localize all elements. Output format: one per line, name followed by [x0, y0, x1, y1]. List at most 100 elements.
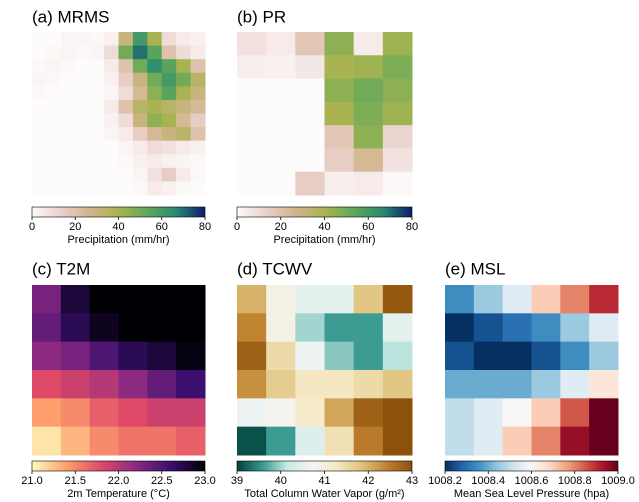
cell — [75, 100, 90, 114]
tick-label: 40 — [318, 221, 330, 233]
cell — [75, 181, 90, 195]
cell — [90, 73, 105, 87]
cell — [32, 398, 61, 427]
cell — [191, 114, 206, 128]
cell — [61, 370, 90, 399]
cell — [90, 313, 119, 342]
cell — [147, 100, 162, 114]
cell — [503, 285, 532, 314]
cell — [61, 114, 76, 128]
cell — [295, 55, 325, 79]
cell — [325, 342, 355, 371]
panel-title: (b) PR — [237, 7, 286, 26]
cell — [503, 398, 532, 427]
cell — [237, 172, 267, 196]
cell — [589, 342, 618, 371]
cell — [266, 370, 296, 399]
cell — [383, 172, 413, 196]
cell — [133, 154, 148, 168]
cell — [237, 125, 267, 149]
cell — [61, 181, 76, 195]
cell — [119, 370, 148, 399]
cell — [32, 181, 47, 195]
cell — [32, 427, 61, 456]
tick-label: 43 — [406, 475, 418, 487]
cell — [104, 73, 119, 87]
cell — [104, 100, 119, 114]
colorbar — [237, 207, 412, 217]
cell — [162, 168, 177, 182]
cell — [61, 141, 76, 155]
cell — [104, 141, 119, 155]
cell — [354, 79, 384, 103]
cell — [32, 141, 47, 155]
cell — [162, 86, 177, 100]
cell — [325, 55, 355, 79]
tick-label: 60 — [362, 221, 374, 233]
cell — [191, 73, 206, 87]
cell — [354, 285, 384, 314]
cell — [474, 370, 503, 399]
cell — [589, 285, 618, 314]
cell — [104, 127, 119, 141]
cell — [176, 59, 191, 73]
cell — [474, 285, 503, 314]
figure: (a) MRMS020406080Precipitation (mm/hr)(b… — [0, 0, 639, 502]
cell — [266, 313, 296, 342]
cell — [191, 100, 206, 114]
cell — [325, 102, 355, 126]
cell — [147, 32, 162, 46]
cell — [474, 313, 503, 342]
cell — [46, 32, 61, 46]
cell — [589, 313, 618, 342]
cell — [237, 398, 267, 427]
cell — [383, 342, 413, 371]
cell — [295, 32, 325, 56]
cell — [90, 141, 105, 155]
cell — [162, 181, 177, 195]
cell — [90, 370, 119, 399]
colorbar-label: Precipitation (mm/hr) — [273, 234, 375, 246]
cell — [119, 46, 134, 60]
cell — [445, 427, 474, 456]
colorbar-label: Precipitation (mm/hr) — [67, 234, 169, 246]
cell — [445, 285, 474, 314]
cell — [295, 79, 325, 103]
cell — [46, 181, 61, 195]
cell — [354, 102, 384, 126]
cell — [147, 141, 162, 155]
cell — [383, 398, 413, 427]
cell — [237, 55, 267, 79]
cell — [147, 114, 162, 128]
cell — [266, 148, 296, 172]
cell — [147, 313, 176, 342]
cell — [176, 73, 191, 87]
cell — [266, 32, 296, 56]
cell — [46, 46, 61, 60]
cell — [90, 181, 105, 195]
cell — [266, 342, 296, 371]
cell — [90, 285, 119, 314]
cell — [474, 427, 503, 456]
cell — [32, 114, 47, 128]
cell — [90, 127, 105, 141]
cell — [90, 342, 119, 371]
cell — [162, 59, 177, 73]
cell — [61, 127, 76, 141]
cell — [266, 79, 296, 103]
cell — [176, 427, 205, 456]
cell — [119, 313, 148, 342]
cell — [119, 86, 134, 100]
cell — [176, 285, 205, 314]
cell — [589, 370, 618, 399]
cell — [503, 313, 532, 342]
cell — [133, 86, 148, 100]
cell — [104, 181, 119, 195]
cell — [176, 168, 191, 182]
cell — [176, 100, 191, 114]
cell — [383, 370, 413, 399]
colorbar — [237, 461, 412, 471]
cell — [75, 168, 90, 182]
cell — [295, 285, 325, 314]
cell — [383, 125, 413, 149]
